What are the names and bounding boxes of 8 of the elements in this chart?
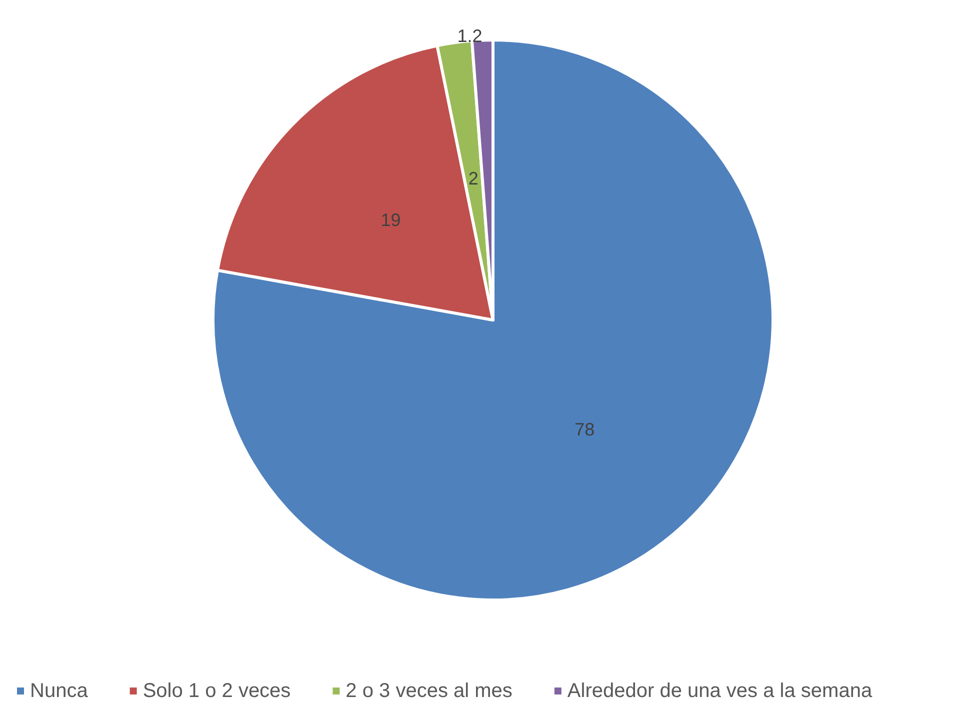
legend-label: Solo 1 o 2 veces	[142, 680, 291, 702]
legend-label: Alrededor de una ves a la semana	[567, 680, 873, 702]
data-label: 78	[574, 420, 595, 440]
data-label: 1.2	[457, 26, 482, 46]
data-label: 19	[380, 210, 401, 230]
legend-label: Nunca	[30, 680, 89, 702]
data-label: 2	[468, 168, 478, 188]
legend-label: 2 o 3 veces al mes	[346, 680, 512, 702]
